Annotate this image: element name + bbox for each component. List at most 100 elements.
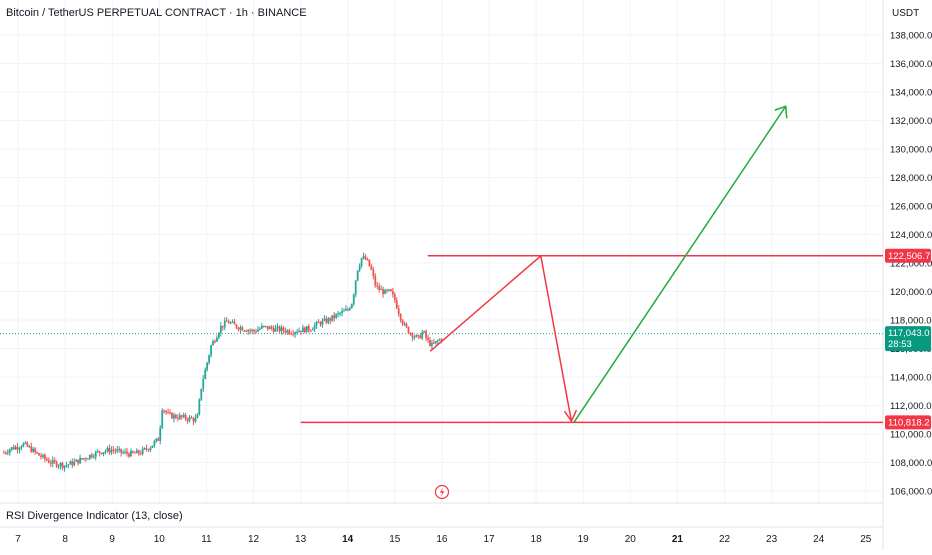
candle-body: [157, 438, 160, 441]
candle-body: [59, 463, 62, 466]
y-tick-label: 134,000.0: [890, 88, 932, 99]
candle-body: [165, 410, 168, 413]
candle-body: [171, 413, 173, 419]
candle-body: [176, 417, 179, 419]
x-tick-label: 19: [578, 534, 590, 545]
candle-body: [128, 453, 130, 457]
candle-body: [71, 461, 74, 466]
candle-body: [286, 330, 289, 333]
candle-body: [233, 321, 236, 325]
candle-body: [85, 458, 87, 460]
candle-body: [303, 327, 306, 333]
candle-body: [366, 259, 369, 261]
candle-body: [337, 313, 340, 315]
candle-body: [106, 447, 109, 452]
candle-body: [217, 333, 220, 338]
candle-body: [36, 451, 38, 454]
candle-body: [40, 455, 42, 457]
candle-body: [180, 415, 183, 417]
candle-body: [227, 321, 230, 324]
candle-body: [294, 332, 297, 335]
candle-body: [196, 414, 199, 418]
y-tick-label: 130,000.0: [890, 145, 932, 156]
candle-body: [280, 327, 283, 332]
candle-body: [321, 320, 324, 325]
y-tick-label: 118,000.0: [890, 316, 932, 327]
candle-body: [259, 328, 261, 330]
candle-body: [362, 256, 365, 258]
candle-body: [407, 326, 410, 334]
candle-body: [335, 314, 338, 318]
candle-body: [194, 417, 197, 422]
candle-body: [126, 451, 128, 454]
candle-body: [159, 427, 162, 441]
candle-body: [343, 310, 345, 312]
candle-body: [149, 447, 152, 451]
candle-body: [173, 414, 175, 419]
candle-body: [57, 465, 60, 467]
candle-body: [313, 325, 316, 330]
indicator-label[interactable]: RSI Divergence Indicator (13, close): [6, 510, 183, 522]
candle-body: [307, 326, 310, 331]
candle-body: [167, 412, 169, 414]
candle-body: [341, 311, 343, 314]
candle-body: [30, 446, 33, 452]
candle-body: [174, 414, 177, 418]
candle-body: [270, 326, 273, 329]
candle-body: [112, 449, 115, 451]
x-tick-label: 13: [295, 534, 307, 545]
candle-body: [20, 446, 23, 449]
candle-body: [389, 289, 392, 292]
candle-body: [300, 330, 302, 333]
candle-body: [411, 333, 414, 338]
candle-body: [434, 341, 437, 344]
x-tick-label: 16: [436, 534, 448, 545]
candle-body: [432, 342, 435, 344]
candle-body: [393, 294, 396, 301]
candle-body: [231, 321, 234, 323]
chart-title: Bitcoin / TetherUS PERPETUAL CONTRACT · …: [6, 7, 307, 19]
candle-body: [49, 462, 52, 464]
candle-body: [329, 318, 332, 321]
candle-body: [130, 450, 132, 457]
candle-body: [184, 414, 187, 420]
candle-body: [348, 308, 351, 310]
candle-body: [395, 300, 398, 309]
candle-body: [141, 448, 144, 454]
candle-body: [61, 463, 64, 468]
candle-body: [276, 326, 279, 328]
candle-body: [67, 464, 70, 466]
candle-body: [16, 446, 19, 450]
currency-label[interactable]: USDT: [892, 8, 920, 19]
candle-body: [305, 326, 308, 333]
candle-body: [372, 269, 375, 276]
candle-body: [114, 450, 117, 452]
x-tick-label: 23: [766, 534, 778, 545]
candle-body: [298, 330, 300, 333]
candle-body: [419, 335, 422, 339]
candle-body: [163, 410, 166, 412]
candle-body: [438, 339, 441, 341]
candle-body: [311, 329, 314, 331]
y-tick-label: 136,000.0: [890, 59, 932, 70]
candle-body: [73, 461, 76, 466]
candle-body: [18, 448, 21, 450]
candle-body: [38, 453, 40, 456]
candle-body: [131, 450, 134, 453]
candle-body: [264, 325, 267, 327]
x-tick-label: 17: [483, 534, 495, 545]
current-price-tag: [885, 326, 931, 352]
x-tick-label: 10: [154, 534, 166, 545]
candle-body: [98, 451, 101, 453]
current-price-tag-text: 117,043.0: [888, 328, 930, 339]
candle-body: [63, 465, 66, 468]
candle-body: [151, 445, 154, 448]
candle-body: [169, 412, 171, 414]
candle-body: [6, 452, 9, 454]
candle-body: [425, 331, 427, 338]
candle-body: [380, 289, 383, 291]
candle-body: [331, 315, 334, 321]
candle-body: [223, 320, 226, 328]
